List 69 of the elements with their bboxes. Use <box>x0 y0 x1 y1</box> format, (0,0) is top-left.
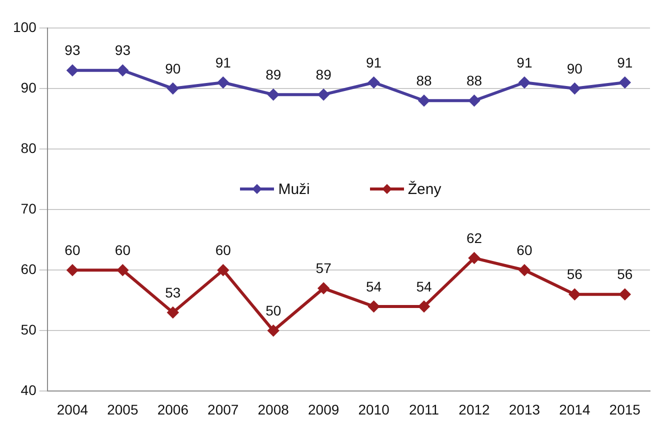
data-label: 93 <box>64 42 80 58</box>
point <box>569 83 580 94</box>
point <box>318 282 330 294</box>
point <box>268 325 279 336</box>
legend-label: Ženy <box>408 180 442 198</box>
x-tick-label: 2005 <box>107 401 138 418</box>
data-label: 50 <box>266 302 282 319</box>
data-label: 91 <box>215 54 232 70</box>
y-tick-label: 60 <box>20 260 37 277</box>
data-label: 91 <box>366 54 382 70</box>
data-label: 60 <box>64 242 80 258</box>
legend-label: Muži <box>278 180 310 198</box>
point <box>117 264 128 276</box>
point <box>518 76 530 88</box>
x-tick-label: 2015 <box>609 401 641 418</box>
point <box>318 89 330 100</box>
x-tick-label: 2006 <box>157 401 189 418</box>
y-tick-label: 100 <box>13 18 37 35</box>
data-label: 60 <box>516 242 532 258</box>
point <box>619 288 630 300</box>
y-tick-label: 50 <box>20 322 37 338</box>
point <box>368 300 380 312</box>
point <box>619 76 630 88</box>
data-label: 90 <box>566 60 583 76</box>
data-label: 57 <box>316 260 332 276</box>
point <box>117 64 128 76</box>
y-tick-label: 40 <box>20 382 37 398</box>
data-label: 91 <box>516 54 532 70</box>
point <box>418 95 430 106</box>
data-label: 60 <box>215 242 232 258</box>
x-tick-label: 2004 <box>56 401 88 418</box>
data-label: 91 <box>617 54 633 70</box>
point <box>569 288 580 300</box>
y-tick-label: 90 <box>20 79 37 96</box>
data-label: 89 <box>316 66 332 82</box>
data-label: 56 <box>566 266 583 282</box>
point <box>368 76 380 88</box>
data-label: 62 <box>466 230 482 246</box>
x-tick-label: 2007 <box>208 401 239 418</box>
point <box>518 264 530 276</box>
point <box>468 95 480 106</box>
point <box>218 76 229 88</box>
x-tick-label: 2014 <box>559 401 590 418</box>
x-tick-label: 2009 <box>308 401 340 418</box>
point <box>218 264 229 276</box>
data-label: 54 <box>366 278 382 294</box>
data-label: 90 <box>165 60 181 76</box>
data-label: 54 <box>416 278 432 294</box>
point <box>167 307 178 318</box>
x-tick-label: 2010 <box>358 401 390 418</box>
point <box>268 89 279 100</box>
data-label: 60 <box>114 242 131 258</box>
x-tick-label: 2011 <box>408 401 440 418</box>
data-label: 53 <box>165 284 181 300</box>
point <box>66 64 78 76</box>
x-tick-label: 2008 <box>258 401 290 418</box>
data-label: 56 <box>617 266 633 282</box>
data-label: 89 <box>266 66 282 82</box>
point <box>167 83 178 94</box>
y-tick-label: 70 <box>20 200 37 216</box>
data-label: 88 <box>416 72 432 88</box>
x-tick-label: 2012 <box>458 401 490 418</box>
y-tick-label: 80 <box>20 140 37 156</box>
point <box>468 252 480 264</box>
x-tick-label: 2013 <box>508 401 540 418</box>
data-label: 93 <box>114 42 131 58</box>
point <box>418 300 430 312</box>
point <box>66 264 78 276</box>
data-label: 88 <box>466 72 482 88</box>
